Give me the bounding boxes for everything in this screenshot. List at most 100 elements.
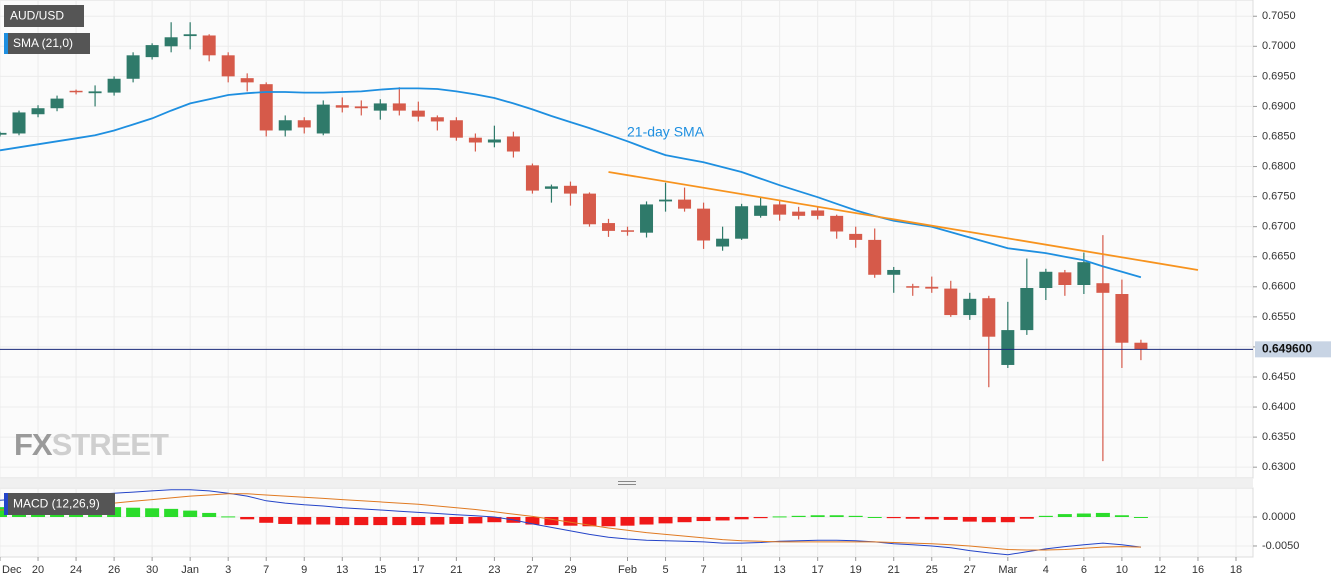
histogram-bar: [905, 516, 920, 519]
candle-body: [1020, 288, 1034, 331]
candle-body: [601, 223, 615, 231]
candle-body: [811, 210, 825, 216]
x-tick-label: 6: [1081, 564, 1087, 576]
y-tick-label: 0.6450: [1262, 371, 1296, 383]
candle-body: [430, 117, 444, 122]
histogram-bar: [829, 515, 844, 517]
y-tick-label: 0.6900: [1262, 100, 1296, 112]
x-tick-label: 4: [1043, 564, 1049, 576]
histogram-bar: [1019, 516, 1034, 519]
x-tick-label: 25: [926, 564, 938, 576]
current-price-tag: [1255, 341, 1331, 358]
histogram-bar: [1057, 514, 1072, 517]
y-tick-label: 0.7000: [1262, 40, 1296, 52]
candle-body: [830, 215, 844, 232]
x-tick-label: 13: [774, 564, 786, 576]
histogram-bar: [373, 516, 388, 526]
histogram-bar: [354, 516, 369, 526]
x-tick-label: Jan: [181, 564, 199, 576]
splitter-grip: [618, 481, 636, 485]
histogram-bar: [1076, 513, 1091, 517]
candle-body: [563, 185, 577, 194]
histogram-bar: [449, 516, 464, 524]
candle-body: [12, 112, 26, 134]
watermark: FXSTREET: [14, 427, 169, 462]
candle-body: [754, 205, 768, 216]
candle-body: [468, 137, 482, 143]
histogram-bar: [0, 507, 7, 517]
candle-body: [506, 136, 520, 152]
histogram-bar: [620, 516, 635, 526]
histogram-bar: [962, 516, 977, 522]
histogram-bar: [715, 516, 730, 521]
histogram-bar: [658, 516, 673, 524]
x-tick-label: 3: [225, 564, 231, 576]
x-tick-label: 7: [701, 564, 707, 576]
histogram-bar: [1095, 512, 1110, 517]
y-tick-label: 0.6650: [1262, 251, 1296, 263]
x-tick-label: 9: [301, 564, 307, 576]
candle-body: [640, 204, 654, 233]
watermark-street: STREET: [52, 427, 169, 462]
histogram-bar: [297, 516, 312, 525]
x-tick-label: 10: [1116, 564, 1128, 576]
candle-body: [525, 165, 539, 191]
candle-body: [221, 55, 235, 77]
candle-body: [735, 206, 749, 239]
candle-body: [487, 139, 501, 143]
x-tick-label: 16: [1192, 564, 1204, 576]
candle-body: [316, 104, 330, 134]
histogram-bar: [924, 516, 939, 520]
candle-body: [392, 103, 406, 111]
candle-body: [31, 108, 45, 115]
x-tick-label: 15: [374, 564, 386, 576]
signal-line: [0, 493, 1141, 551]
x-tick-label: 18: [1230, 564, 1242, 576]
trendline: [608, 171, 1199, 271]
candle-body: [202, 35, 216, 56]
candle-body: [1058, 272, 1072, 285]
candle-body: [678, 199, 692, 209]
x-tick-label: 29: [564, 564, 576, 576]
candle-body: [868, 239, 882, 275]
candle-body: [1134, 342, 1148, 350]
x-tick-label: 27: [526, 564, 538, 576]
candle-body: [716, 238, 730, 247]
x-tick-label: 21: [888, 564, 900, 576]
y-tick-label: 0.6600: [1262, 281, 1296, 293]
y-tick-label: 0.6950: [1262, 70, 1296, 82]
x-tick-label: Mar: [998, 564, 1017, 576]
legend-box[interactable]: [4, 33, 90, 54]
candle-body: [259, 84, 273, 131]
candle-body: [240, 78, 254, 83]
histogram-bar: [563, 516, 578, 526]
y-tick-label: 0.6850: [1262, 130, 1296, 142]
candle-body: [697, 208, 711, 241]
x-tick-label: 21: [450, 564, 462, 576]
candle-body: [906, 286, 920, 288]
histogram-bar: [772, 516, 787, 518]
candle-body: [982, 298, 996, 337]
legend-box[interactable]: [4, 5, 84, 27]
macd-title: MACD (12,26,9): [13, 497, 100, 511]
x-tick-label: 24: [70, 564, 82, 576]
y-tick-label: 0.6300: [1262, 461, 1296, 473]
histogram-bar: [240, 516, 255, 520]
x-tick-label: 7: [263, 564, 269, 576]
candle-body: [449, 120, 463, 138]
legend-box[interactable]: [4, 493, 115, 515]
candle-body: [1001, 330, 1015, 365]
candle-body: [621, 230, 635, 232]
histogram-bar: [487, 516, 502, 523]
candle-body: [944, 288, 958, 316]
y-tick-label: 0.6550: [1262, 311, 1296, 323]
histogram-bar: [1133, 516, 1148, 518]
histogram-bar: [1038, 515, 1053, 517]
histogram-bar: [810, 515, 825, 517]
candle-body: [107, 78, 121, 93]
histogram-bar: [221, 516, 236, 518]
panel-splitter[interactable]: [0, 479, 1253, 487]
x-tick-label: Feb: [618, 564, 637, 576]
